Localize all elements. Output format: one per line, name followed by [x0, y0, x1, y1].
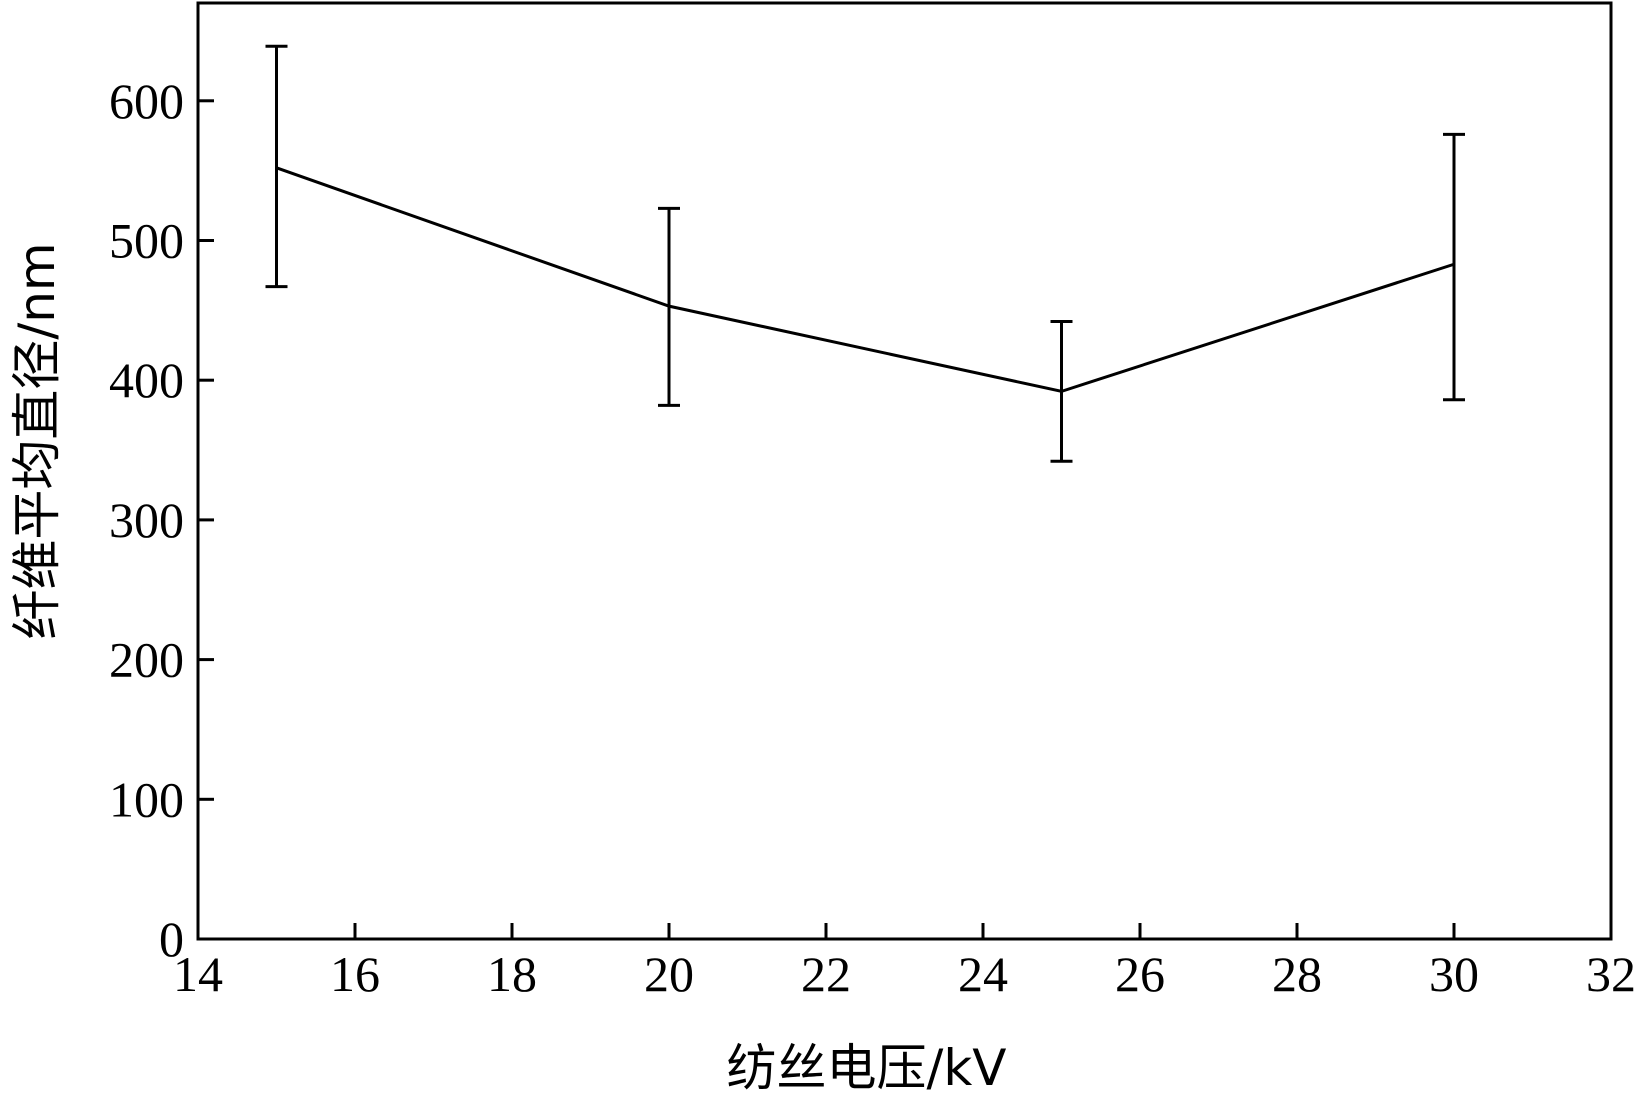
error-bar [1443, 132, 1465, 402]
plot-frame [196, 1, 1613, 941]
series-layer [265, 44, 1465, 463]
x-tick-label: 18 [487, 946, 537, 1002]
ticks-layer: 14 16 18 20 22 24 26 28 30 32 0 100 200 300 400 500 600 [109, 73, 1636, 1002]
error-bar [265, 44, 288, 289]
x-tick-label: 20 [644, 946, 694, 1002]
y-axis-title: 纤维平均直径/nm [8, 242, 66, 639]
y-tick-label: 400 [109, 352, 184, 408]
y-tick-label: 0 [159, 911, 184, 967]
y-tick-label: 200 [109, 632, 184, 688]
y-tick-label: 300 [109, 492, 184, 548]
series-line [276, 166, 1455, 393]
y-tick-label: 600 [109, 73, 184, 129]
x-tick-label: 14 [173, 946, 223, 1002]
x-tick-label: 22 [801, 946, 851, 1002]
x-tick-label: 30 [1429, 946, 1479, 1002]
error-bar [658, 206, 680, 407]
y-tick-label: 500 [109, 212, 184, 268]
x-tick-label: 28 [1272, 946, 1322, 1002]
x-tick-label: 24 [958, 946, 1008, 1002]
x-axis-title: 纺丝电压/kV [726, 1039, 1006, 1095]
x-tick-label: 16 [330, 946, 380, 1002]
x-tick-label: 26 [1115, 946, 1165, 1002]
y-tick-label: 100 [109, 771, 184, 827]
error-bar [1050, 320, 1073, 463]
x-tick-label: 32 [1586, 946, 1636, 1002]
